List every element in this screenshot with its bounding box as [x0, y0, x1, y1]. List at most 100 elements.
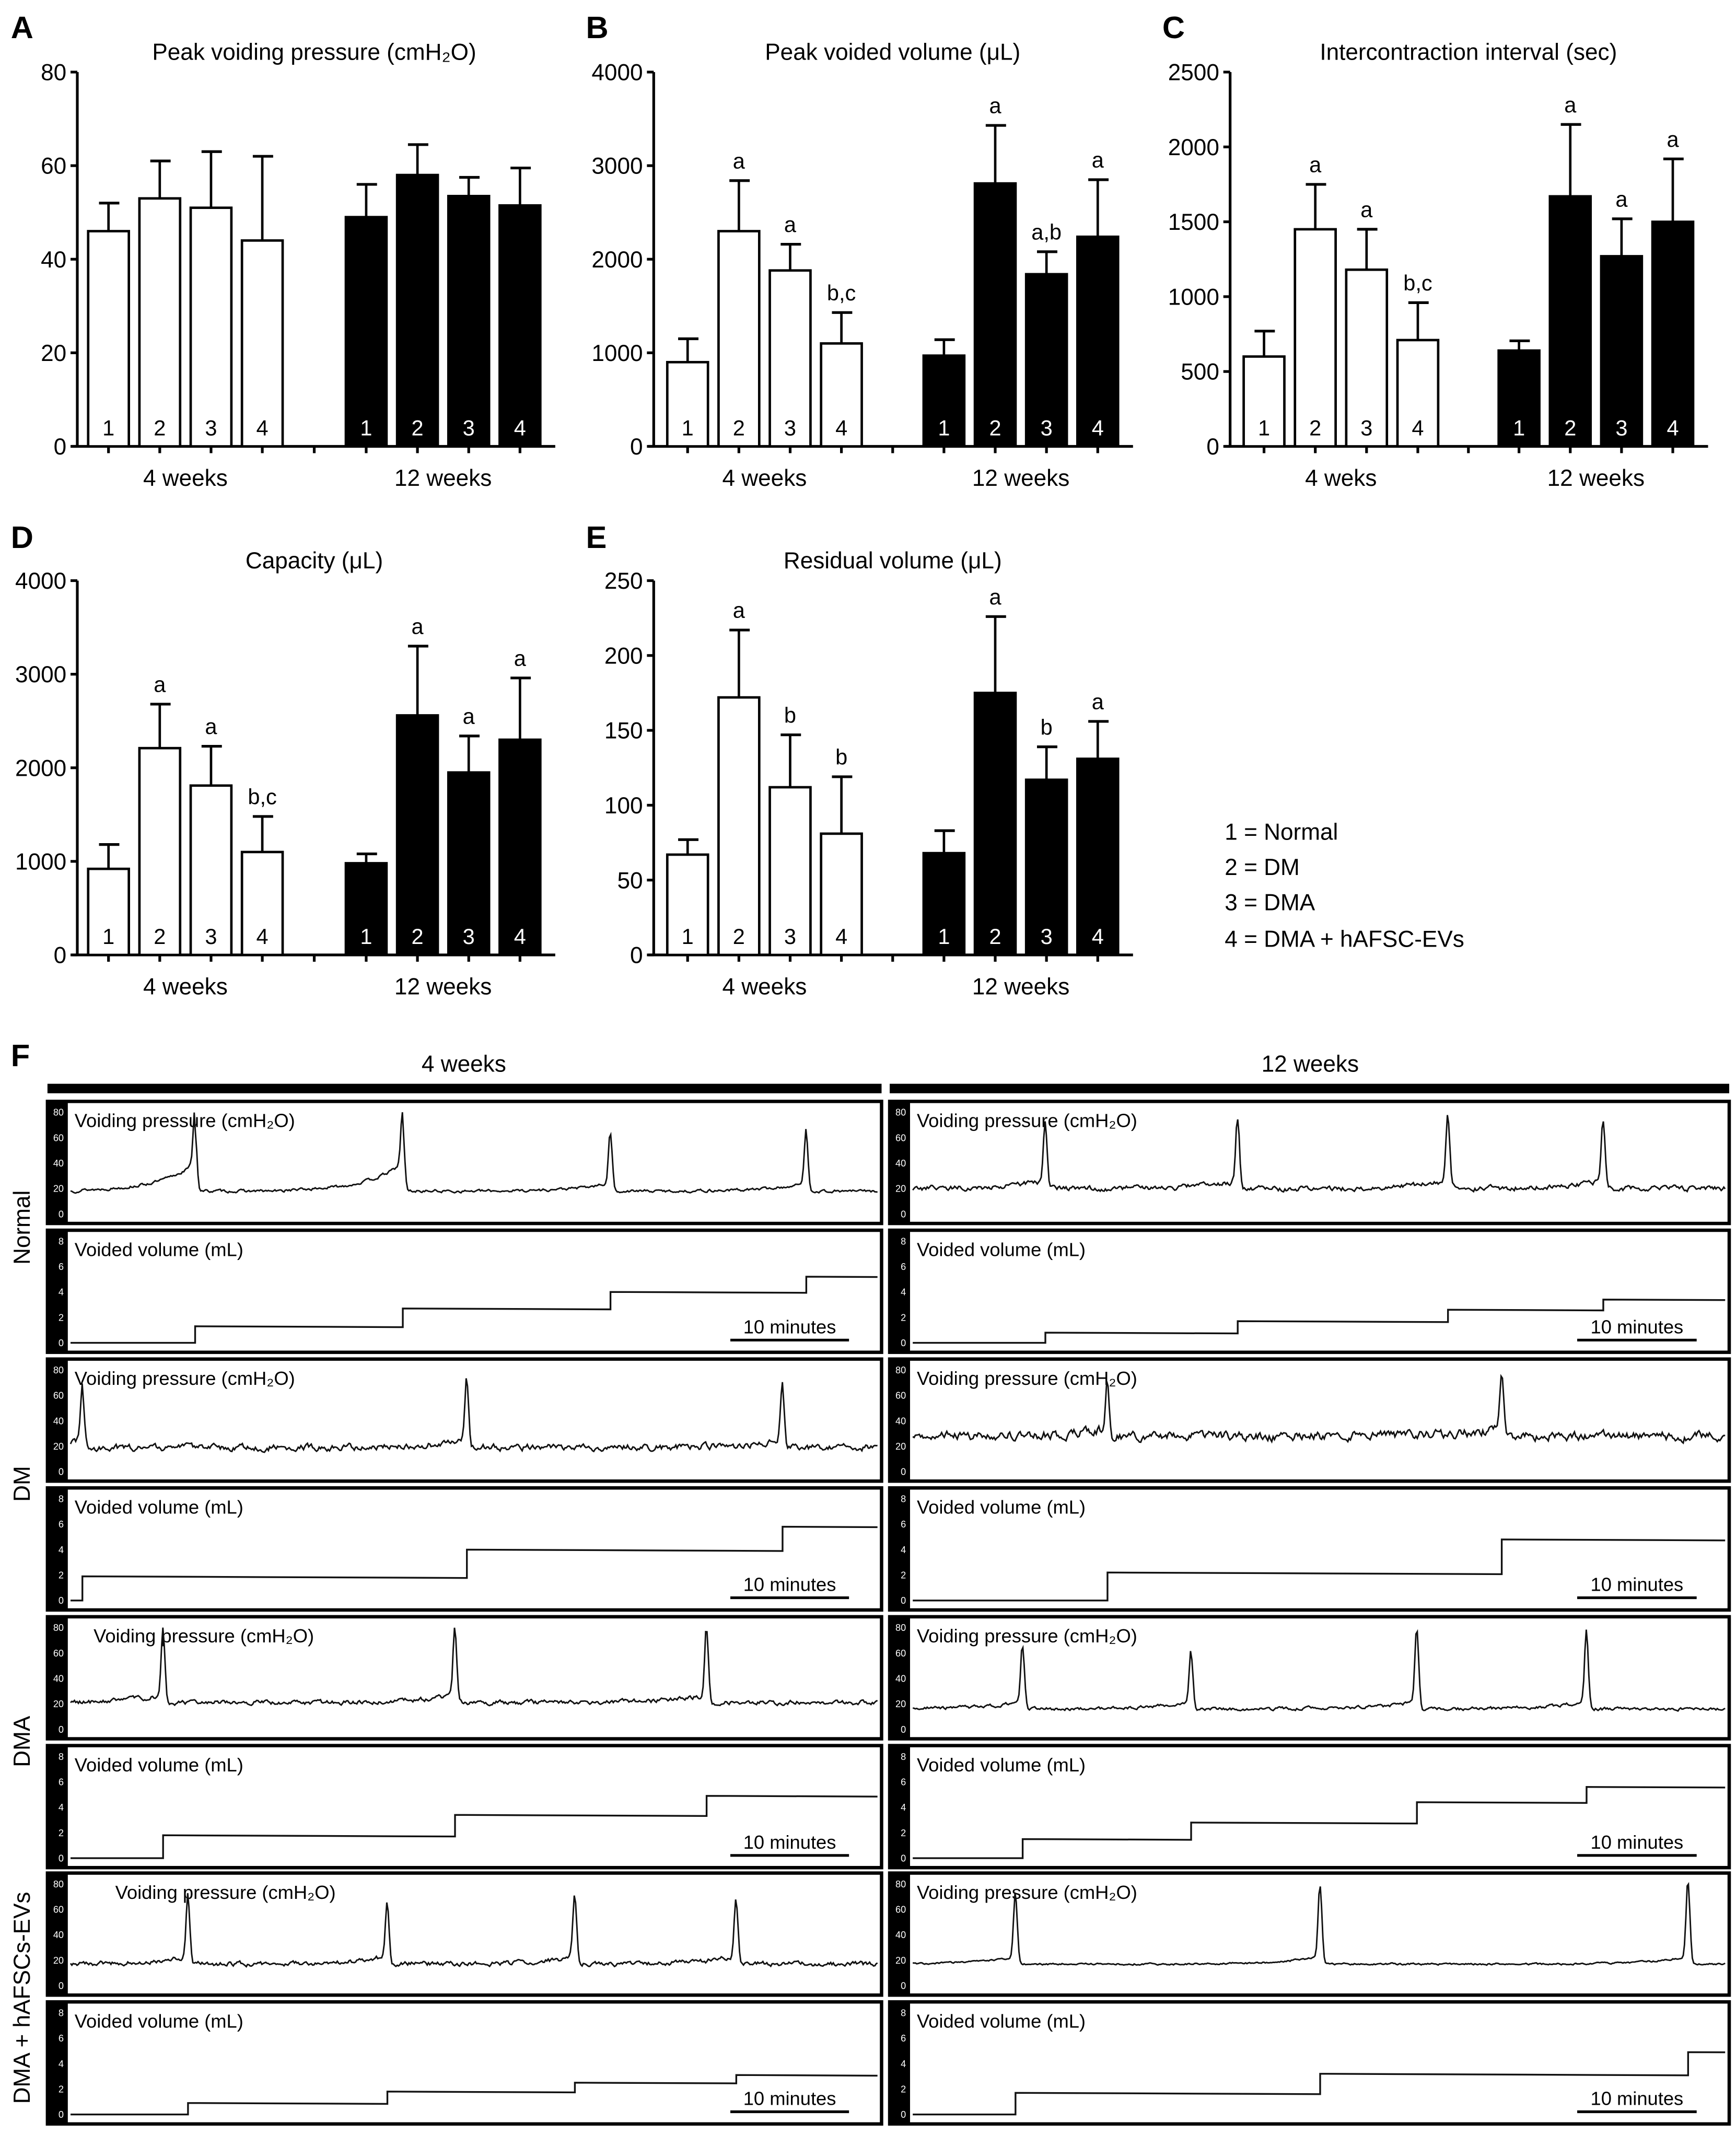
column-header-12-weeks: 12 weeks: [1262, 1051, 1359, 1077]
y-tick-label: 6: [59, 2033, 64, 2044]
bar-number: 4: [257, 416, 269, 440]
y-tick-label: 0: [59, 1209, 64, 1219]
y-axis-strip: [47, 1101, 68, 1224]
volume-label: Voided volume (mL): [75, 1497, 243, 1518]
panel-letter-E: E: [586, 520, 607, 555]
y-axis-strip: [47, 1488, 68, 1610]
y-tick-label: 0: [59, 1724, 64, 1735]
legend-item-2: 2 = DM: [1225, 855, 1299, 880]
y-axis-strip: [890, 1745, 910, 1868]
bar: [768, 786, 812, 956]
volume-trace-panel: 8 6 4 2 0 Voided volume (mL) 10 minutes: [45, 1228, 883, 1354]
y-tick-label: 1000: [591, 341, 643, 366]
y-tick-label: 60: [895, 1648, 906, 1659]
scale-bar-label: 10 minutes: [743, 2088, 836, 2109]
y-tick-label: 60: [895, 1133, 906, 1143]
y-tick-label: 8: [901, 1494, 906, 1504]
y-tick-label: 8: [59, 1236, 64, 1246]
chart-title: Residual volume (μL): [784, 548, 1002, 574]
voided-volume-trace: [913, 1786, 1726, 1859]
bar-number: 3: [463, 416, 475, 440]
significance-label: b: [784, 703, 796, 727]
y-tick-label: 80: [895, 1107, 906, 1118]
scale-bar-label: 10 minutes: [743, 1574, 836, 1595]
y-tick-label: 20: [895, 1184, 906, 1194]
panel-frame: [45, 2000, 883, 2126]
y-tick-label: 0: [901, 2109, 906, 2120]
y-axis-strip: [47, 1873, 68, 1996]
scale-bar-label: 10 minutes: [1591, 1574, 1684, 1595]
y-tick-label: 4000: [591, 60, 643, 86]
voided-volume-trace: [70, 1795, 878, 1859]
bar-number: 3: [205, 416, 217, 440]
panel-letter-A: A: [11, 10, 33, 45]
pressure-label: Voiding pressure (cmH₂O): [94, 1625, 314, 1647]
volume-trace-panel: 8 6 4 2 0 Voided volume (mL) 10 minutes: [888, 1228, 1731, 1354]
pressure-label: Voiding pressure (cmH₂O): [917, 1110, 1137, 1131]
y-tick-label: 40: [53, 1674, 64, 1684]
bar: [922, 354, 966, 448]
bar-number: 3: [784, 924, 796, 949]
volume-label: Voided volume (mL): [75, 2011, 243, 2032]
bar: [717, 230, 761, 448]
voided-volume-trace: [70, 2074, 878, 2116]
pressure-trace-panel: 80 60 40 20 0 Voiding pressure (cmH₂O): [888, 1871, 1731, 1997]
scale-bar-label: 10 minutes: [743, 1316, 836, 1337]
y-tick-label: 0: [901, 1724, 906, 1735]
volume-label: Voided volume (mL): [917, 2011, 1086, 2032]
panel-letter-C: C: [1162, 10, 1185, 45]
y-tick-label: 0: [630, 943, 643, 969]
y-tick-label: 60: [53, 1648, 64, 1659]
row-label-dma-hafscs-evs: DMA + hAFSCs-EVs: [9, 1892, 35, 2104]
column-bar-12-weeks: [890, 1083, 1730, 1093]
bar: [395, 714, 439, 956]
pressure-trace-panel: 80 60 40 20 0 Voiding pressure (cmH₂O): [888, 1100, 1731, 1226]
bar-number: 4: [835, 416, 847, 440]
panel-frame: [888, 1486, 1731, 1612]
y-axis-strip: [47, 1359, 68, 1481]
y-tick-label: 60: [53, 1905, 64, 1915]
y-tick-label: 200: [604, 643, 643, 669]
bar: [344, 216, 388, 448]
y-tick-label: 80: [53, 1623, 64, 1633]
row-label-normal: Normal: [9, 1191, 35, 1265]
y-axis-strip: [47, 1745, 68, 1868]
voiding-pressure-trace: [70, 1112, 878, 1194]
bar: [447, 194, 491, 448]
volume-trace-panel: 8 6 4 2 0 Voided volume (mL) 10 minutes: [888, 1486, 1731, 1612]
chart-B: B Peak voided volume (μL) 0 1000 2000 3000 400…: [586, 10, 1133, 491]
y-tick-label: 0: [901, 1467, 906, 1477]
y-axis-strip: [47, 2002, 68, 2124]
bar: [240, 850, 284, 956]
bar-number: 1: [1258, 416, 1270, 440]
y-tick-label: 50: [617, 868, 643, 893]
bar-number: 2: [412, 416, 424, 440]
column-bar-4-weeks: [47, 1083, 882, 1093]
group-label: 12 weeks: [394, 974, 492, 999]
bar-number: 3: [1360, 416, 1372, 440]
y-tick-label: 8: [59, 1494, 64, 1504]
y-tick-label: 40: [53, 1930, 64, 1940]
y-tick-label: 1000: [15, 849, 66, 874]
y-tick-label: 0: [901, 1338, 906, 1348]
bar: [1076, 235, 1120, 448]
y-tick-label: 0: [901, 1595, 906, 1606]
bar-number: 4: [257, 924, 269, 949]
significance-label: a: [733, 598, 745, 623]
y-tick-label: 6: [901, 2033, 906, 2044]
y-tick-label: 40: [53, 1158, 64, 1169]
voided-volume-trace: [913, 1299, 1726, 1344]
y-tick-label: 6: [59, 1519, 64, 1530]
bar: [973, 182, 1017, 448]
y-axis-strip: [890, 1488, 910, 1610]
y-tick-label: 1500: [1168, 209, 1219, 235]
pressure-trace-panel: 80 60 40 20 0 Voiding pressure (cmH₂O): [45, 1615, 883, 1741]
scale-bar-label: 10 minutes: [1591, 1831, 1684, 1853]
group-label: 4 weeks: [722, 465, 807, 491]
y-tick-label: 0: [59, 1595, 64, 1606]
legend-item-4: 4 = DMA + hAFSC-EVs: [1225, 926, 1464, 952]
y-tick-label: 2: [59, 1570, 64, 1581]
volume-label: Voided volume (mL): [917, 1754, 1086, 1776]
pressure-label: Voiding pressure (cmH₂O): [75, 1110, 295, 1131]
row-label-dm: DM: [9, 1466, 35, 1502]
